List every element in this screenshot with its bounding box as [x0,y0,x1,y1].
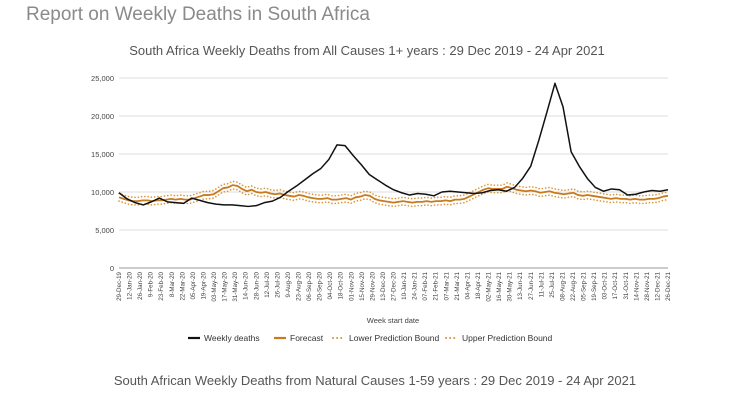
y-tick-label: 20,000 [91,112,114,121]
legend-label: Upper Prediction Bound [462,333,553,343]
x-tick-label: 31-Oct-21 [623,271,630,299]
x-tick-label: 04-Apr-21 [464,271,471,299]
x-tick-label: 21-Feb-21 [433,271,440,300]
x-tick-label: 9-Feb-20 [148,271,155,297]
x-tick-label: 28-Jun-20 [253,271,260,299]
x-tick-label: 14-Jun-20 [243,271,250,299]
x-tick-label: 12-Jan-20 [127,271,134,299]
x-tick-label: 10-Jan-21 [401,271,408,299]
page-title: Report on Weekly Deaths in South Africa [26,4,370,25]
x-axis-label: Week start date [367,316,419,325]
x-tick-label: 26-Jan-20 [137,271,144,299]
x-tick-label: 8-Mar-20 [169,271,176,297]
x-tick-label: 07-Mar-21 [443,271,450,300]
series-line-lower-prediction-bound [118,188,669,208]
x-tick-label: 05-Sep-21 [581,271,588,300]
x-tick-label: 15-Nov-20 [359,271,366,300]
legend-label: Lower Prediction Bound [349,333,440,343]
y-tick-label: 0 [110,264,114,273]
y-tick-label: 15,000 [91,150,114,159]
x-axis-ticks: 29-Dec-19 12-Jan-20 26-Jan-20 9-Feb-20 23-Fe… [116,271,672,301]
x-tick-label: 17-May-20 [222,271,229,301]
x-tick-label: 04-Oct-20 [327,271,334,299]
x-tick-label: 29-Dec-19 [116,271,123,300]
x-tick-label: 27-Jun-21 [528,271,535,299]
x-tick-label: 16-May-21 [496,271,503,301]
x-tick-label: 11-Jul-21 [538,271,545,297]
x-tick-label: 19-Sep-21 [591,271,598,300]
x-tick-label: 18-Apr-21 [475,271,482,299]
legend-label: Forecast [290,333,324,343]
series-line-forecast [118,184,669,204]
x-tick-label: 29-Nov-20 [369,271,376,300]
x-tick-label: 27-Dec-20 [391,271,398,300]
series-line-weekly-deaths [118,82,669,208]
x-tick-label: 26-Dec-21 [665,271,672,300]
footer-caption: South African Weekly Deaths from Natural… [113,373,637,388]
line-chart: South Africa Weekly Deaths from All Caus… [91,43,672,343]
x-tick-label: 31-May-20 [232,271,239,301]
x-tick-label: 02-May-21 [486,271,493,301]
x-tick-label: 06-Sep-20 [306,271,313,300]
y-tick-label: 5,000 [95,226,114,235]
x-tick-label: 26-Jul-20 [274,271,281,297]
x-tick-label: 21-Mar-21 [454,271,461,300]
x-tick-label: 03-Oct-21 [602,271,609,299]
x-tick-label: 17-Oct-21 [612,271,619,299]
x-tick-label: 07-Feb-21 [422,271,429,300]
x-tick-label: 24-Jan-21 [412,271,419,299]
x-tick-label: 13-Dec-20 [380,271,387,300]
x-tick-label: 13-Jun-21 [517,271,524,299]
x-tick-label: 18-Oct-20 [338,271,345,299]
series-lines [118,82,669,208]
x-tick-label: 30-May-21 [507,271,514,301]
x-tick-label: 12-Jul-20 [264,271,271,297]
y-axis-ticks: 0 5,000 10,000 15,000 20,000 25,000 [91,74,114,273]
x-tick-label: 23-Aug-20 [295,271,302,300]
x-tick-label: 01-Nov-20 [348,271,355,300]
x-tick-label: 05-Apr-20 [190,271,197,299]
x-tick-label: 9-Aug-20 [285,271,292,297]
x-tick-label: 08-Aug-21 [559,271,566,300]
x-tick-label: 23-Feb-20 [158,271,165,300]
x-tick-label: 25-Jul-21 [549,271,556,297]
x-tick-label: 12-Dec-21 [654,271,661,300]
x-tick-label: 22-Aug-21 [570,271,577,300]
chart-title: South Africa Weekly Deaths from All Caus… [129,43,605,58]
series-line-upper-prediction-bound [118,180,669,200]
x-tick-label: 14-Nov-21 [633,271,640,300]
y-tick-label: 25,000 [91,74,114,83]
x-tick-label: 20-Sep-20 [317,271,324,300]
gridlines [119,77,668,269]
legend: Weekly deaths Forecast Lower Prediction Bo… [188,333,553,343]
x-tick-label: 28-Nov-21 [644,271,651,300]
x-tick-label: 19-Apr-20 [200,271,207,299]
x-tick-label: 22-Mar-20 [179,271,186,300]
y-tick-label: 10,000 [91,188,114,197]
x-tick-label: 03-May-20 [211,271,218,301]
legend-label: Weekly deaths [204,333,260,343]
